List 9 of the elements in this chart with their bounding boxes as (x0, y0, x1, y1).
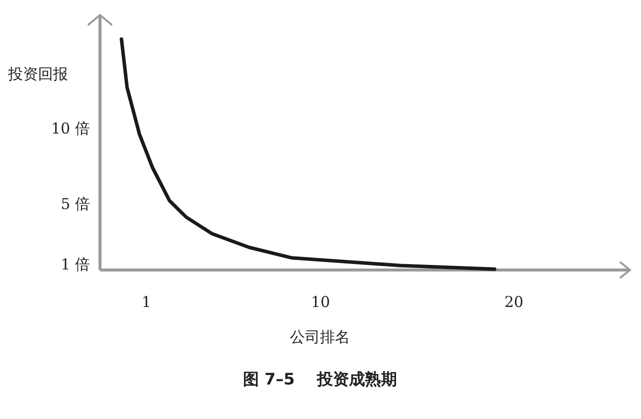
chart-title: 图 7–5 投资成熟期 (242, 369, 398, 388)
y-tick-label: 10 倍 (51, 120, 90, 138)
y-tick-label: 1 倍 (60, 255, 90, 274)
x-tick-label: 20 (504, 292, 524, 311)
x-axis-title: 公司排名 (290, 328, 350, 346)
y-tick-label: 5 倍 (60, 195, 90, 213)
y-axis-title: 投资回报 (8, 64, 68, 83)
x-tick-label: 10 (310, 292, 330, 311)
x-tick-label: 1 (142, 292, 152, 311)
